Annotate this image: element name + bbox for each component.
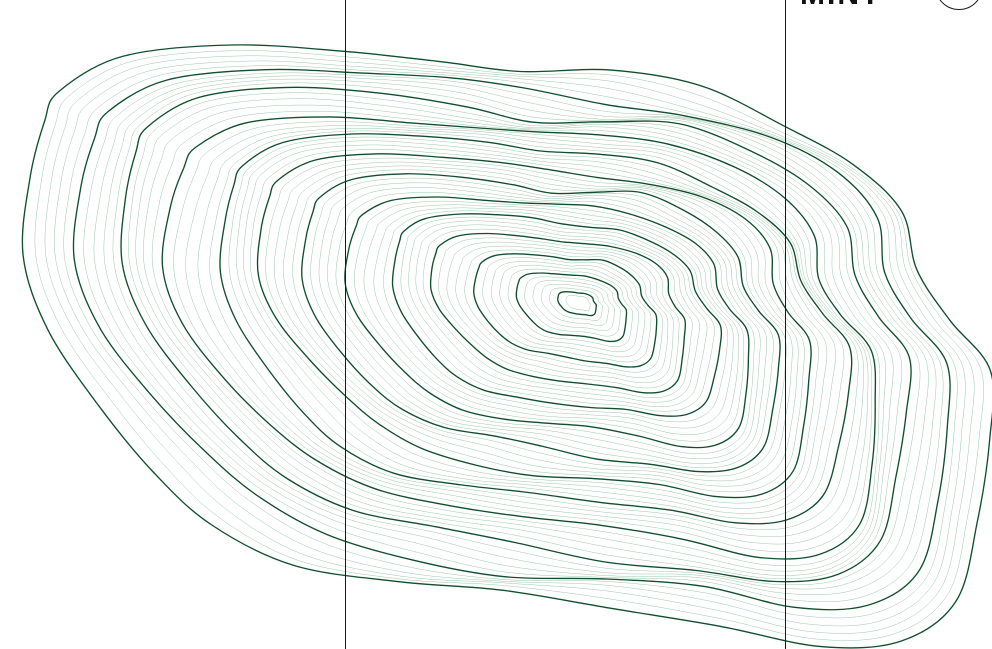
minor-contour-line [283, 165, 793, 482]
major-contour-line [256, 153, 812, 499]
minor-contour-line [318, 182, 768, 464]
minor-contour-line [532, 280, 615, 332]
major-contour-line [429, 232, 687, 394]
minor-contour-line [83, 72, 944, 603]
minor-contour-line [540, 283, 609, 326]
major-contour-line [161, 116, 877, 560]
major-contour-line [72, 68, 951, 611]
major-contour-line [344, 196, 750, 449]
major-contour-line [21, 44, 992, 649]
minor-contour-line [63, 65, 958, 619]
minor-contour-line [228, 136, 845, 519]
minor-contour-line [464, 249, 663, 373]
minor-contour-line [128, 92, 903, 580]
minor-contour-line [482, 257, 652, 363]
minor-contour-line [250, 149, 819, 504]
major-contour-line [219, 133, 853, 525]
minor-contour-line [209, 130, 859, 530]
minor-contour-line [310, 177, 774, 468]
major-contour-line [120, 86, 912, 583]
minor-contour-line [327, 187, 761, 460]
minor-contour-line [143, 104, 886, 572]
minor-contour-line [455, 245, 669, 378]
minor-contour-line [446, 241, 674, 383]
major-contour-line [473, 253, 658, 368]
minor-contour-line [565, 295, 591, 311]
minor-contour-line [490, 261, 646, 358]
minor-contour-line [103, 78, 929, 590]
minor-contour-line [415, 224, 700, 403]
minor-contour-line [34, 50, 984, 641]
minor-contour-line [135, 98, 894, 576]
major-contour-line [391, 213, 723, 417]
minor-contour-line [243, 144, 828, 509]
minor-contour-line [151, 111, 881, 566]
minor-contour-line [54, 60, 966, 627]
minor-contour-line [173, 121, 873, 552]
major-contour-line [515, 272, 628, 343]
brand-wordmark: MINT [800, 0, 881, 12]
minor-contour-line [273, 161, 799, 487]
major-contour-line [301, 173, 781, 473]
minor-contour-line [185, 125, 869, 545]
minor-contour-line [507, 268, 633, 347]
minor-contour-line [524, 276, 621, 337]
grid-line-right [785, 0, 786, 649]
minor-contour-line [236, 140, 836, 514]
minor-contour-line [383, 210, 728, 423]
minor-contour-line [93, 75, 937, 595]
minor-contour-line [438, 237, 680, 389]
minor-contour-line [292, 169, 787, 477]
minor-contour-line [197, 128, 864, 537]
minor-contour-line [353, 200, 745, 442]
grid-line-left [345, 0, 346, 649]
minor-contour-line [44, 55, 975, 634]
minor-contour-line [112, 82, 921, 586]
minor-contour-line [400, 216, 715, 412]
minor-contour-line [363, 204, 739, 435]
minor-contour-line [373, 207, 734, 429]
minor-contour-line [499, 264, 640, 353]
minor-contour-line [549, 287, 603, 321]
minor-contour-line [265, 157, 805, 493]
minor-contour-line [408, 220, 708, 407]
minor-contour-line [335, 192, 755, 454]
minor-contour-line [422, 228, 693, 398]
major-contour-line [557, 291, 597, 317]
contour-lines [21, 44, 992, 649]
